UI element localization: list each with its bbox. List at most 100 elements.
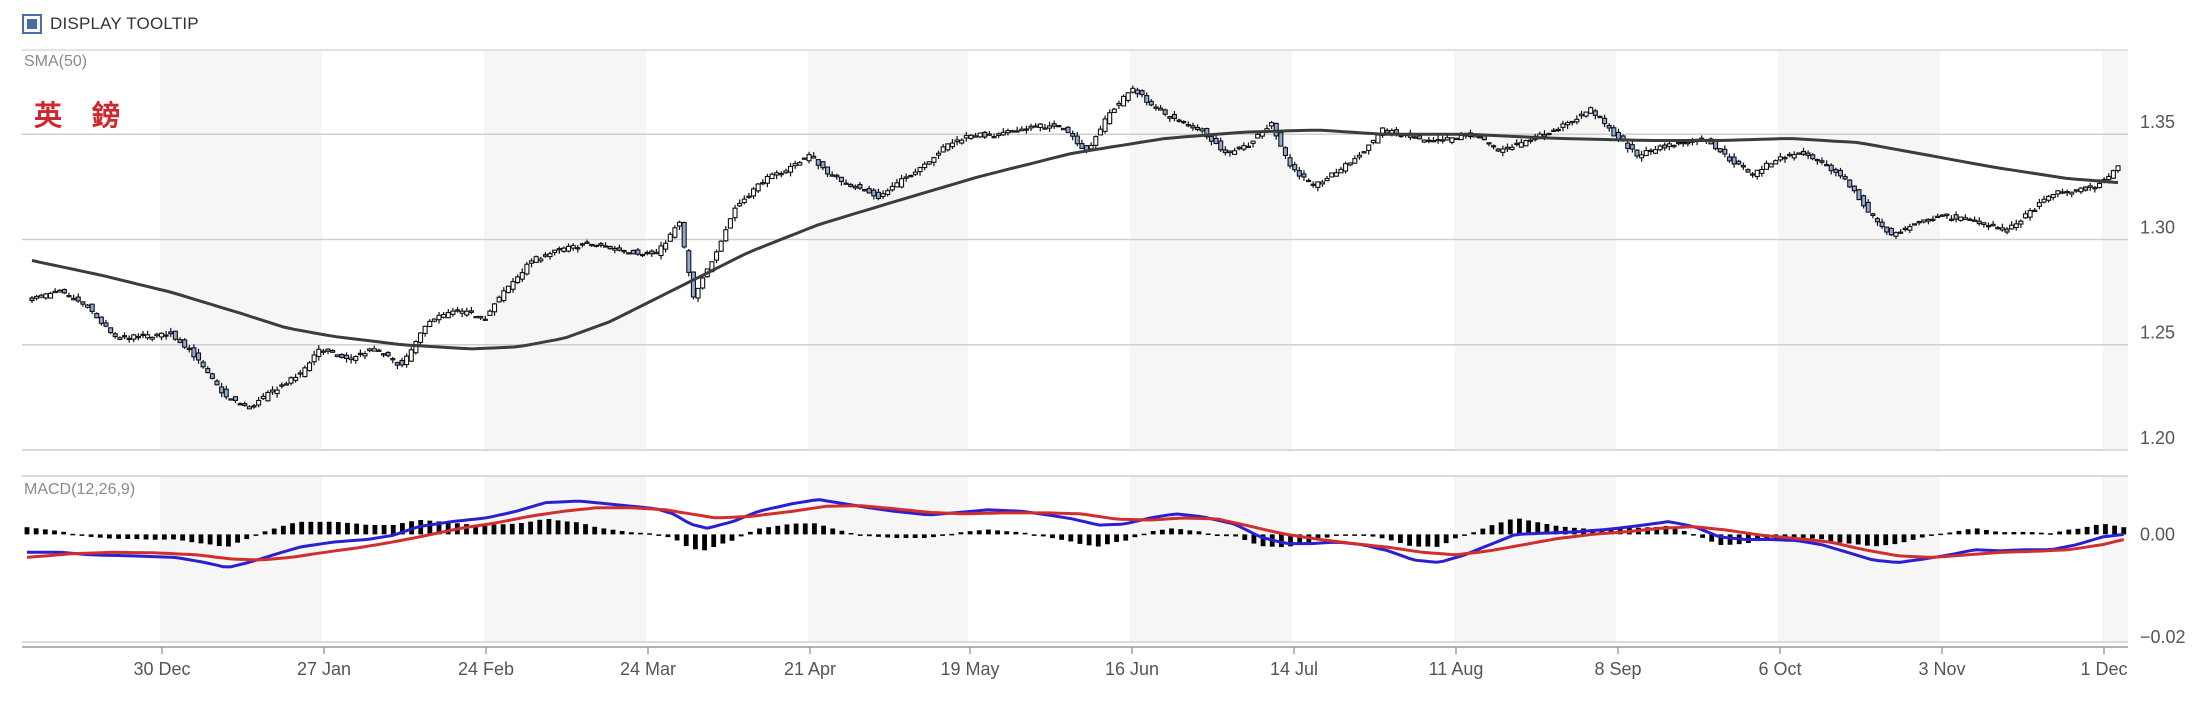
candle[interactable] [542, 252, 548, 258]
histogram-bar[interactable] [665, 534, 671, 538]
candle[interactable] [885, 188, 891, 197]
candle[interactable] [417, 332, 424, 345]
histogram-bar[interactable] [1068, 534, 1074, 542]
candle[interactable] [237, 402, 243, 406]
candle[interactable] [108, 327, 114, 335]
candle[interactable] [422, 325, 428, 337]
candle[interactable] [1911, 223, 1918, 226]
candle[interactable] [478, 315, 484, 321]
candle[interactable] [889, 182, 895, 192]
candle[interactable] [1315, 181, 1321, 192]
candle[interactable] [1352, 155, 1358, 164]
candle[interactable] [1171, 111, 1177, 122]
histogram-bar[interactable] [1544, 524, 1550, 535]
histogram-bar[interactable] [1654, 526, 1660, 535]
candle[interactable] [663, 240, 669, 253]
candle[interactable] [1227, 150, 1233, 157]
candle[interactable] [1370, 139, 1376, 145]
candle[interactable] [1282, 146, 1289, 160]
histogram-bar[interactable] [1288, 534, 1293, 547]
candle[interactable] [1898, 229, 1904, 235]
candle[interactable] [246, 405, 252, 410]
histogram-bar[interactable] [720, 534, 726, 544]
candle[interactable] [1495, 147, 1501, 153]
candle[interactable] [607, 245, 613, 250]
candle[interactable] [1213, 134, 1219, 145]
candle[interactable] [1116, 100, 1122, 110]
histogram-bar[interactable] [738, 534, 744, 537]
candle[interactable] [468, 306, 474, 315]
histogram-bar[interactable] [1178, 529, 1184, 535]
histogram-bar[interactable] [1727, 534, 1733, 545]
candle[interactable] [186, 344, 192, 353]
candle[interactable] [260, 392, 266, 401]
candle[interactable] [1671, 144, 1677, 149]
candle[interactable] [1037, 123, 1043, 132]
histogram-bar[interactable] [1324, 534, 1330, 538]
candle[interactable] [454, 306, 461, 313]
histogram-bar[interactable] [79, 534, 85, 536]
candle[interactable] [1060, 127, 1066, 131]
candle[interactable] [922, 161, 928, 171]
histogram-bar[interactable] [1251, 534, 1257, 544]
candle[interactable] [2059, 188, 2066, 195]
histogram-bar[interactable] [1681, 530, 1687, 535]
candle[interactable] [1042, 124, 1048, 130]
candle[interactable] [177, 337, 183, 344]
histogram-bar[interactable] [802, 523, 808, 535]
histogram-bar[interactable] [1700, 534, 1705, 538]
histogram-bar[interactable] [931, 534, 936, 538]
candle[interactable] [2027, 207, 2033, 221]
histogram-bar[interactable] [528, 521, 533, 535]
histogram-bar[interactable] [226, 534, 231, 547]
candle[interactable] [265, 390, 271, 402]
histogram-bar[interactable] [107, 534, 112, 539]
histogram-bar[interactable] [610, 529, 616, 535]
candle[interactable] [1319, 180, 1326, 187]
histogram-bar[interactable] [1205, 533, 1211, 536]
candle[interactable] [2013, 219, 2019, 231]
candle[interactable] [80, 301, 86, 307]
histogram-bar[interactable] [97, 534, 103, 538]
candle[interactable] [579, 242, 585, 248]
candle[interactable] [723, 226, 729, 242]
candle[interactable] [1356, 151, 1363, 160]
candle[interactable] [288, 376, 294, 386]
candle[interactable] [1148, 99, 1154, 107]
histogram-bar[interactable] [976, 530, 982, 535]
histogram-bar[interactable] [647, 533, 653, 535]
histogram-bar[interactable] [1855, 534, 1861, 545]
histogram-bar[interactable] [445, 522, 451, 535]
candle[interactable] [2032, 208, 2038, 213]
candle[interactable] [306, 361, 313, 372]
histogram-bar[interactable] [683, 534, 689, 547]
histogram-bar[interactable] [1828, 534, 1834, 542]
histogram-bar[interactable] [601, 528, 607, 535]
histogram-bar[interactable] [546, 519, 552, 535]
candle[interactable] [1421, 139, 1427, 144]
candle[interactable] [1888, 227, 1894, 237]
candle[interactable] [561, 246, 567, 253]
candle[interactable] [806, 151, 812, 164]
candle[interactable] [1070, 130, 1076, 141]
histogram-bar[interactable] [1095, 534, 1101, 547]
candle[interactable] [1278, 131, 1284, 147]
candle[interactable] [843, 179, 849, 185]
histogram-bar[interactable] [509, 523, 515, 535]
candle[interactable] [797, 160, 803, 166]
histogram-bar[interactable] [52, 530, 57, 535]
candle[interactable] [1967, 217, 1973, 221]
candle[interactable] [1800, 147, 1807, 157]
histogram-bar[interactable] [2093, 524, 2099, 535]
histogram-bar[interactable] [1361, 534, 1367, 536]
candle[interactable] [801, 157, 807, 160]
candle[interactable] [1893, 231, 1899, 239]
candle[interactable] [852, 184, 858, 191]
candle[interactable] [1546, 132, 1552, 136]
candle[interactable] [1185, 121, 1191, 128]
histogram-bar[interactable] [88, 534, 94, 537]
candle[interactable] [1592, 108, 1598, 120]
histogram-bar[interactable] [1755, 534, 1760, 542]
histogram-bar[interactable] [1352, 534, 1358, 536]
candle[interactable] [1629, 141, 1635, 153]
